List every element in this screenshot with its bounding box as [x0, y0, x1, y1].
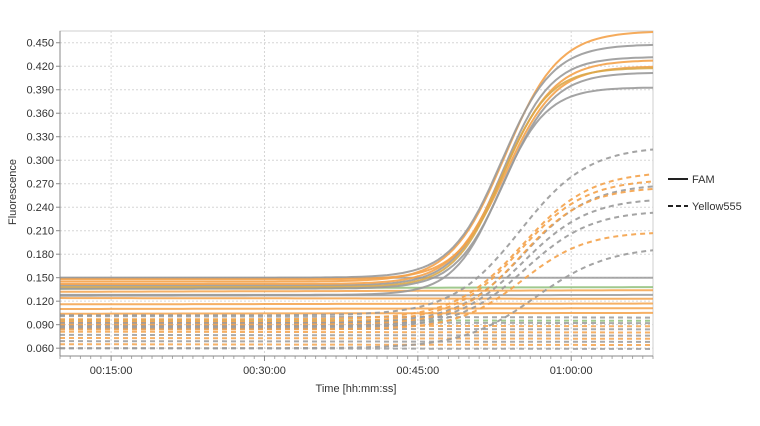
legend: FAM Yellow555 [668, 174, 742, 213]
series-line-flat-5 [59, 297, 653, 300]
series-line-flat-3 [60, 289, 653, 293]
y-tick-label: 0.330 [26, 132, 54, 144]
x-tick-label: 00:15:00 [90, 365, 133, 377]
y-axis-label: Fluorescence [7, 159, 19, 225]
series-line-amplification-7 [60, 72, 654, 290]
y-tick-label: 0.180 [26, 249, 54, 261]
series-line-amplification-3 [60, 56, 654, 287]
series-line-flat-7 [60, 307, 653, 310]
y-tick-label: 0.360 [26, 108, 54, 120]
y-tick-label: 0.240 [26, 202, 54, 214]
series-line-amplification-8 [60, 86, 653, 296]
series-line-flat-8 [60, 311, 653, 315]
y-tick-label: 0.300 [26, 155, 54, 167]
x-axis-label: Time [hh:mm:ss] [316, 383, 397, 395]
y-tick-label: 0.270 [26, 179, 54, 191]
series-line-amplification-1 [60, 31, 654, 283]
x-tick-label: 00:30:00 [243, 365, 286, 377]
y-tick-label: 0.450 [26, 38, 54, 50]
y-tick-label: 0.120 [26, 296, 54, 308]
grid [59, 30, 654, 357]
y-tick-label: 0.210 [26, 226, 54, 238]
legend-label-fam: FAM [692, 174, 715, 186]
series-line-amplification-2 [60, 43, 654, 279]
series-line-amplification-5 [60, 65, 654, 281]
series-line-flat-6 [60, 302, 653, 306]
y-tick-label: 0.390 [26, 85, 54, 97]
y-tick-label: 0.150 [26, 273, 54, 285]
x-tick-label: 00:45:00 [396, 365, 439, 377]
y-tick-label: 0.420 [26, 61, 54, 73]
series-line-amplification-9 [60, 148, 654, 317]
legend-label-yellow555: Yellow555 [692, 201, 742, 213]
y-tick-label: 0.060 [26, 343, 54, 355]
x-tick-label: 01:00:00 [550, 365, 593, 377]
series-line-amplification-6 [60, 67, 654, 289]
series-lines [59, 31, 654, 350]
series-line-amplification-4 [60, 59, 654, 285]
axes: 0.060 0.090 0.120 0.150 0.180 0.210 0.240 0.270… [26, 31, 654, 377]
series-line-amplification-14 [60, 199, 654, 328]
y-tick-label: 0.090 [26, 320, 54, 332]
plot-area [59, 30, 654, 357]
